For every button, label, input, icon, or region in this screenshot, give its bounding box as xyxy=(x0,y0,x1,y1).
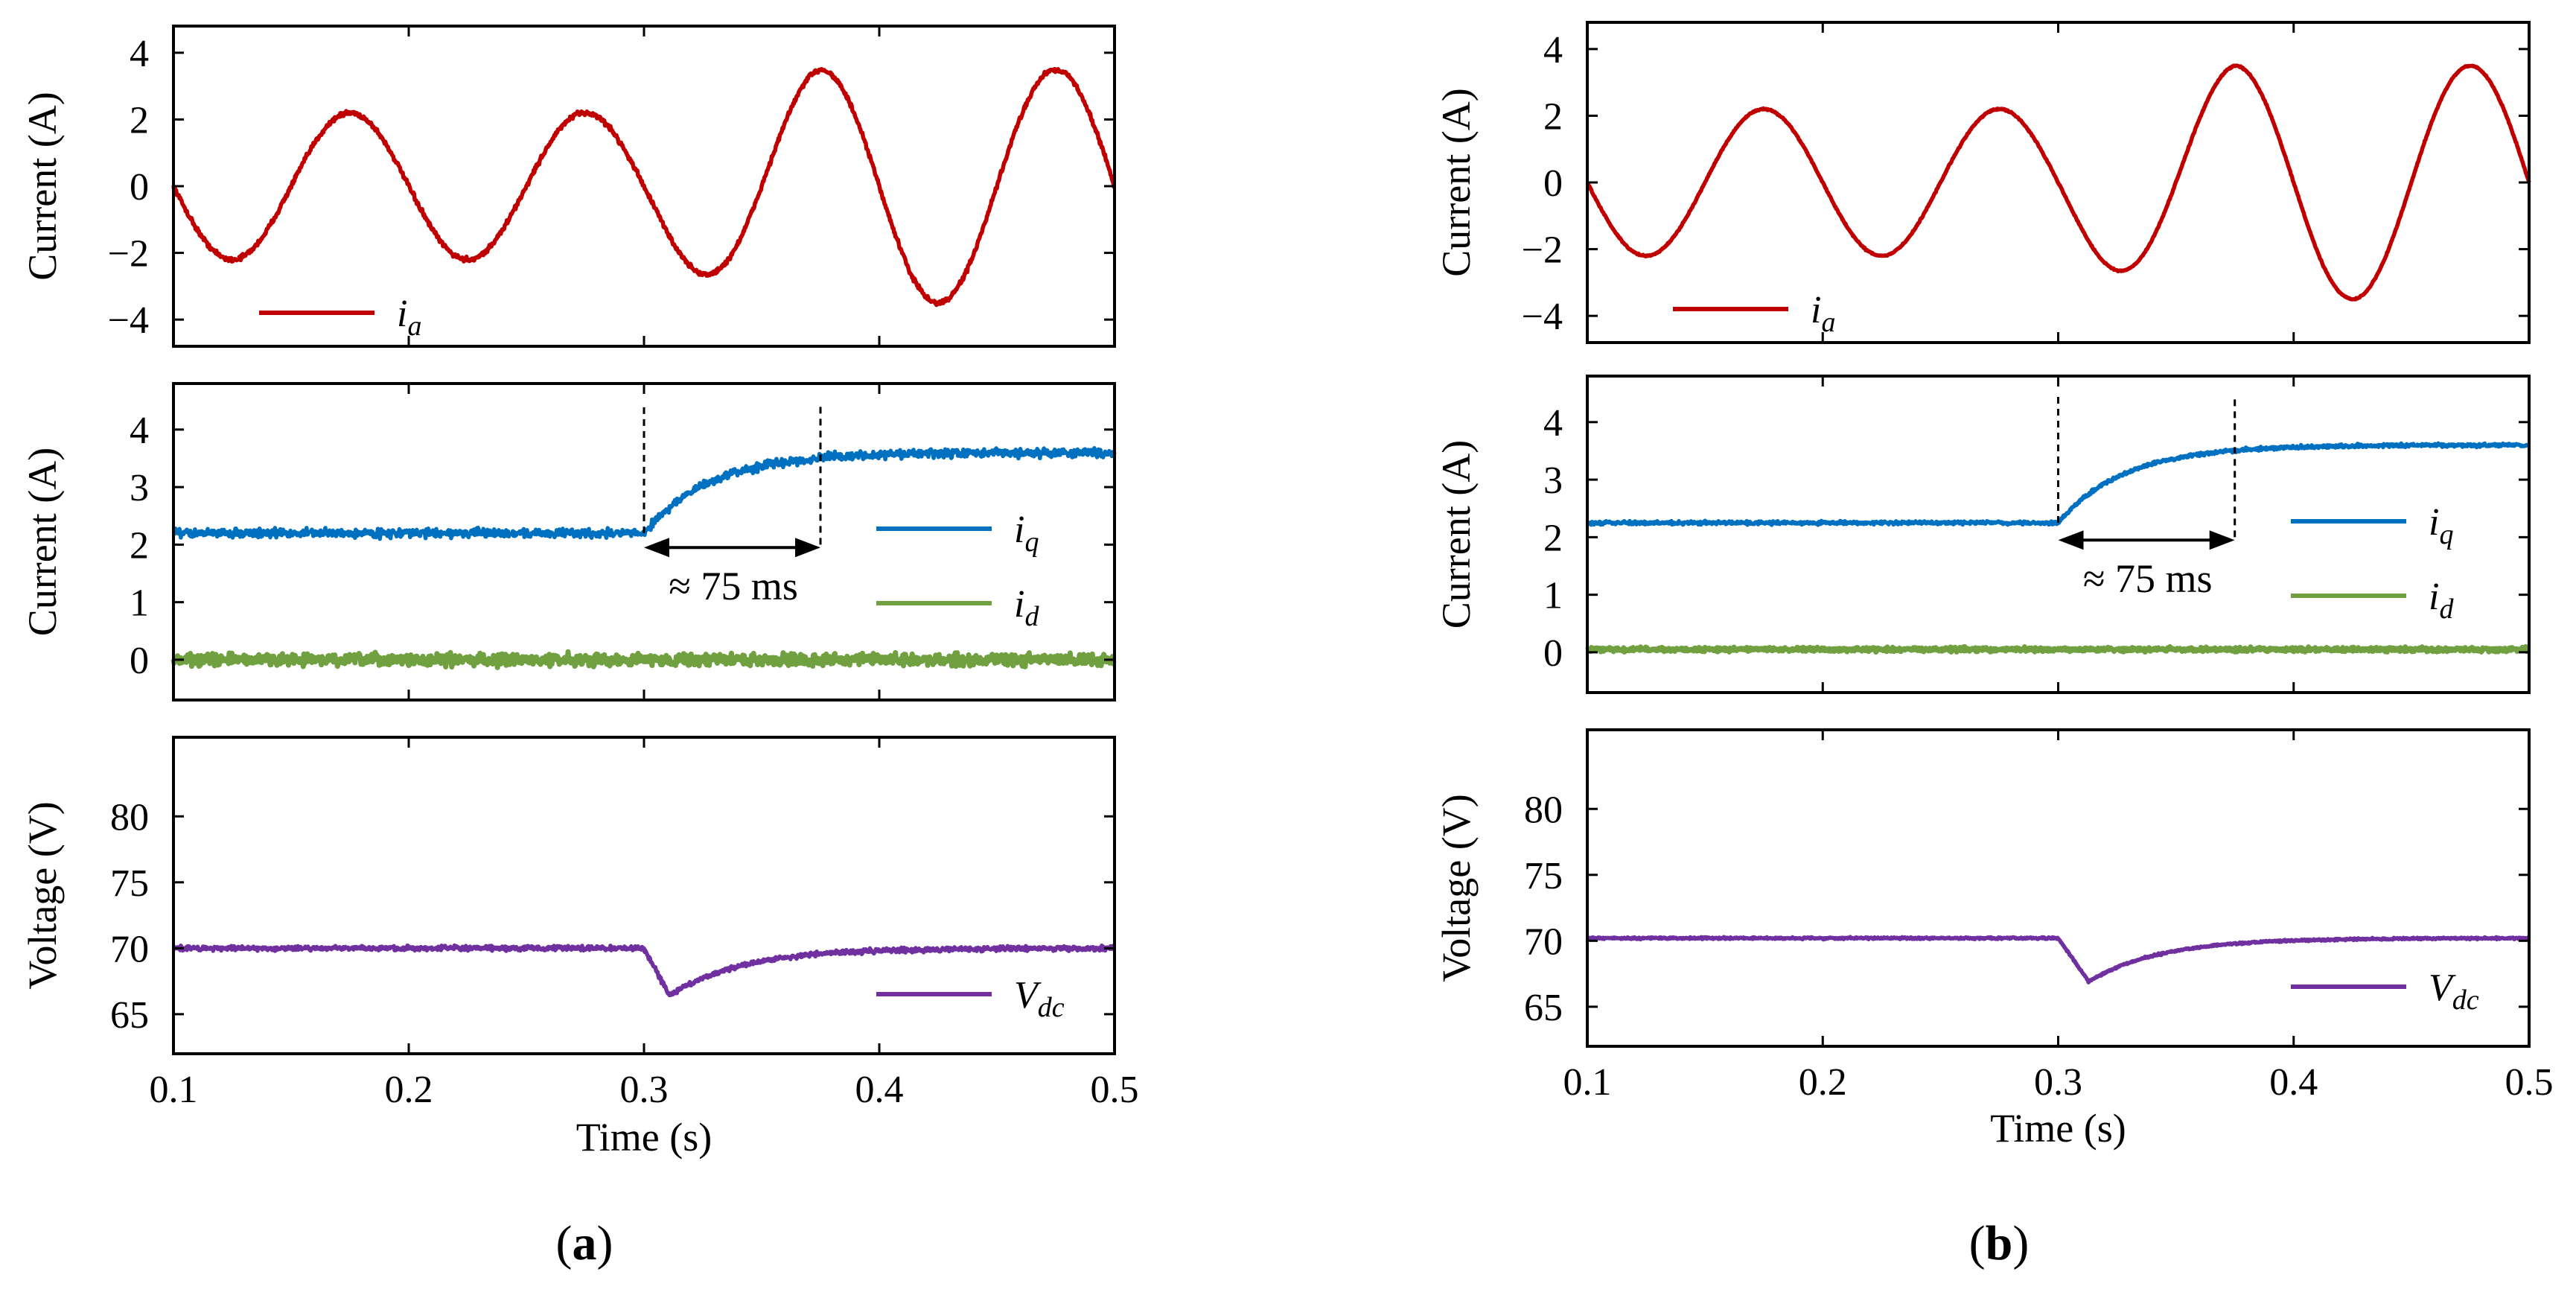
y-tick-label: 2 xyxy=(130,99,149,141)
series-line-vdc xyxy=(172,943,1116,998)
x-tick-label: 0.3 xyxy=(2034,1061,2082,1104)
x-tick-label: 0.5 xyxy=(1091,1069,1139,1111)
annotation-arrow-head-left xyxy=(2058,530,2084,550)
y-tick-label: 1 xyxy=(130,582,149,625)
y-axis-label: Current (A) xyxy=(1434,88,1479,276)
y-tick-label: 3 xyxy=(130,467,149,509)
x-tick-label: 0.3 xyxy=(620,1069,669,1111)
series-line-vdc xyxy=(1586,935,2531,984)
y-tick-label: 0 xyxy=(1543,632,1563,675)
legend-label-vdc: Vdc xyxy=(2429,967,2479,1016)
annotation-arrow-head-left xyxy=(644,538,669,558)
plot-frame xyxy=(172,736,1116,1055)
y-tick-label: 75 xyxy=(1524,855,1563,897)
x-axis-label: Time (s) xyxy=(1990,1106,2126,1151)
y-tick-label: 0 xyxy=(130,640,149,682)
series-line-iq xyxy=(172,446,1117,541)
y-tick-label: 65 xyxy=(1524,987,1563,1029)
y-tick-label: 70 xyxy=(110,928,149,970)
y-tick-label: 70 xyxy=(1524,920,1563,963)
x-tick-label: 0.4 xyxy=(855,1069,904,1111)
x-axis-label: Time (s) xyxy=(576,1115,712,1159)
x-tick-label: 0.4 xyxy=(2269,1061,2318,1104)
subplot-voltage: 80 75 70 65 Voltage (V) Vdc xyxy=(1434,728,2531,1048)
y-tick-label: 4 xyxy=(130,33,149,75)
panel-b: 4 2 0 −2 −4 Current (A) ia 4 3 2 1 0 Current (A) ≈ 75… xyxy=(1434,21,2554,1151)
x-tick-label: 0.1 xyxy=(1563,1061,1612,1104)
y-tick-label: 4 xyxy=(1543,29,1563,71)
legend-label-id: id xyxy=(1014,583,1039,632)
subplot-voltage: 80 75 70 65 Voltage (V) Vdc xyxy=(20,736,1116,1055)
y-axis-label: Current (A) xyxy=(20,92,65,280)
y-tick-label: 1 xyxy=(1543,575,1563,617)
y-tick-label: 2 xyxy=(1543,95,1563,138)
y-tick-label: −2 xyxy=(108,233,149,276)
subplot-current_a: 4 2 0 −2 −4 Current (A) ia xyxy=(20,25,1116,348)
panel-label-a: (a) xyxy=(555,1216,613,1270)
annotation-arrow-head-right xyxy=(795,538,820,558)
subplot-current_dq: 4 3 2 1 0 Current (A) ≈ 75 ms iq id xyxy=(1434,375,2531,694)
x-tick-label: 0.1 xyxy=(150,1069,198,1111)
panel-a: 4 2 0 −2 −4 Current (A) ia 4 3 2 1 0 Current (A) ≈ 75… xyxy=(20,25,1139,1159)
y-tick-label: 2 xyxy=(130,524,149,567)
legend-label-ia: ia xyxy=(397,293,421,342)
y-tick-label: 3 xyxy=(1543,459,1563,502)
annotation-duration-label: ≈ 75 ms xyxy=(2083,556,2213,601)
y-axis-label: Current (A) xyxy=(1434,440,1479,629)
y-tick-label: 75 xyxy=(110,862,149,905)
y-tick-label: 4 xyxy=(1543,402,1563,445)
annotation-arrow-head-right xyxy=(2209,530,2235,550)
y-axis-label: Current (A) xyxy=(20,448,65,636)
y-tick-label: 2 xyxy=(1543,517,1563,559)
legend-label-iq: iq xyxy=(2429,501,2453,550)
y-axis-label: Voltage (V) xyxy=(20,801,65,989)
legend-label-vdc: Vdc xyxy=(1014,974,1065,1023)
y-tick-label: −4 xyxy=(108,299,149,342)
plot-frame xyxy=(172,382,1116,702)
y-tick-label: −4 xyxy=(1522,296,1563,338)
subplot-current_a: 4 2 0 −2 −4 Current (A) ia xyxy=(1434,21,2531,344)
x-tick-label: 0.2 xyxy=(385,1069,433,1111)
series-line-ia xyxy=(171,66,1116,308)
series-line-ia xyxy=(1585,63,2531,302)
series-line-id xyxy=(1585,643,2531,655)
y-tick-label: 0 xyxy=(130,166,149,209)
panel-label-b: (b) xyxy=(1968,1216,2030,1270)
y-tick-label: 65 xyxy=(110,994,149,1037)
x-tick-label: 0.5 xyxy=(2505,1061,2554,1104)
y-tick-label: −2 xyxy=(1522,229,1563,272)
annotation-duration-label: ≈ 75 ms xyxy=(669,564,798,608)
legend-label-iq: iq xyxy=(1014,509,1039,558)
subplot-current_dq: 4 3 2 1 0 Current (A) ≈ 75 ms iq id xyxy=(20,382,1117,702)
x-tick-label: 0.2 xyxy=(1799,1061,1847,1104)
plot-frame xyxy=(1586,728,2531,1048)
y-tick-label: 80 xyxy=(1524,789,1563,831)
series-line-id xyxy=(170,649,1117,670)
y-tick-label: 80 xyxy=(110,796,149,839)
legend-label-ia: ia xyxy=(1811,289,1835,338)
y-tick-label: 4 xyxy=(130,410,149,452)
y-tick-label: 0 xyxy=(1543,162,1563,205)
y-axis-label: Voltage (V) xyxy=(1434,794,1479,982)
legend-label-id: id xyxy=(2429,576,2454,625)
